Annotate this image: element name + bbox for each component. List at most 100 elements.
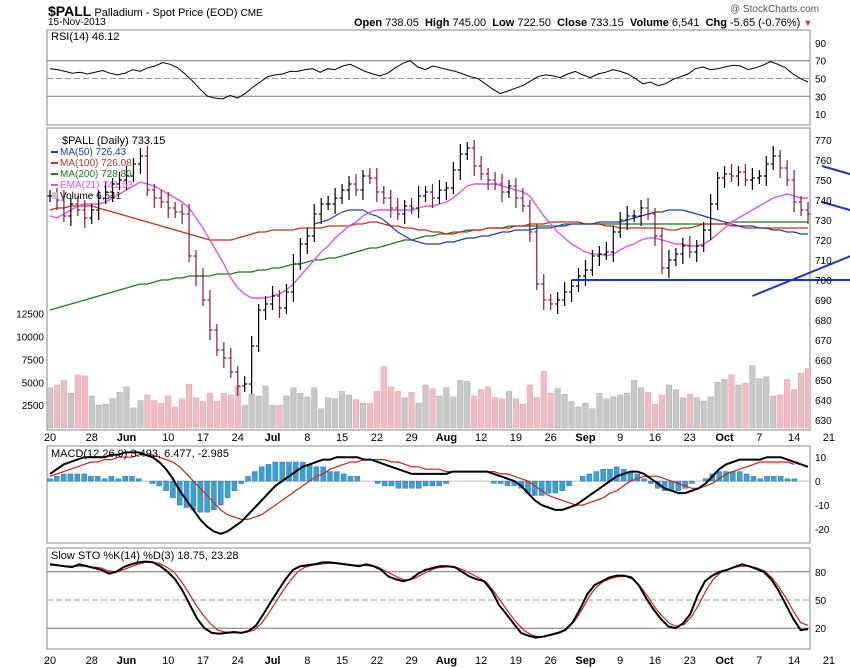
x-tick-label: Aug bbox=[436, 655, 457, 667]
volume-bar bbox=[186, 383, 193, 429]
macd-histogram-bar bbox=[354, 476, 361, 482]
x-tick-label: Jul bbox=[265, 655, 281, 667]
volume-bar bbox=[658, 394, 665, 429]
volume-bar bbox=[276, 404, 283, 429]
macd-histogram-bar bbox=[675, 480, 681, 491]
volume-bar bbox=[366, 403, 373, 429]
security-name: Palladium - Spot Price (EOD) bbox=[94, 7, 238, 19]
macd-histogram-bar bbox=[183, 480, 190, 508]
macd-histogram-bar bbox=[429, 480, 436, 487]
volume-bar bbox=[589, 408, 596, 429]
macd-histogram-bar bbox=[60, 473, 67, 482]
volume-bar bbox=[248, 393, 255, 429]
watermark: @ StockCharts.com bbox=[730, 4, 820, 15]
macd-histogram-bar bbox=[641, 478, 647, 482]
ma200-line bbox=[49, 221, 808, 311]
volume-bar bbox=[770, 395, 777, 429]
x-tick-label: Jun bbox=[117, 655, 137, 667]
price-x-axis: 20 28 Jun 10 17 24 Jul 8 15 22 29 Aug 12 19 26 Sep 9 16 23… bbox=[44, 432, 835, 444]
macd-histogram-bar bbox=[347, 476, 354, 482]
volume-bar bbox=[693, 397, 700, 429]
macd-histogram-bar bbox=[170, 480, 176, 499]
x-tick-label: Sep bbox=[575, 655, 595, 667]
x-tick-label: 24 bbox=[232, 432, 244, 444]
price-tick-label: 770 bbox=[815, 136, 832, 147]
macd-histogram-bar bbox=[648, 480, 654, 484]
volume-tick-label: 2500 bbox=[22, 401, 45, 412]
rsi-title: RSI(14) 46.12 bbox=[51, 31, 119, 43]
x-tick-label: 19 bbox=[510, 655, 522, 667]
volume-bar bbox=[269, 404, 276, 429]
volume-label: Volume bbox=[629, 17, 669, 29]
volume-bar bbox=[756, 378, 763, 429]
macd-histogram-bar bbox=[402, 480, 408, 489]
symbol: $PALL bbox=[48, 3, 92, 19]
x-tick-label: Oct bbox=[715, 655, 734, 667]
macd-histogram-bar bbox=[388, 480, 395, 487]
x-tick-label: 8 bbox=[304, 432, 310, 444]
volume-bar bbox=[387, 386, 394, 429]
volume-bar bbox=[610, 396, 617, 429]
macd-histogram-bar bbox=[47, 478, 53, 482]
volume-bar bbox=[519, 403, 526, 429]
macd-histogram-bar bbox=[436, 480, 442, 487]
macd-histogram-bar bbox=[443, 480, 449, 484]
volume-bar bbox=[401, 397, 408, 429]
macd-histogram-bar bbox=[504, 480, 511, 487]
volume-bar bbox=[721, 379, 728, 429]
volume-tick-label: 10000 bbox=[16, 333, 44, 344]
macd-histogram-bar bbox=[736, 471, 743, 482]
x-tick-label: 7 bbox=[756, 655, 762, 667]
price-tick-label: 630 bbox=[815, 416, 832, 427]
x-tick-label: 7 bbox=[756, 432, 762, 444]
rsi-tick-label: 70 bbox=[815, 57, 827, 68]
chg-value: -5.65 (-0.76%) bbox=[730, 17, 801, 29]
volume-bar bbox=[645, 392, 652, 429]
close-value: 733.15 bbox=[590, 17, 624, 29]
macd-tick-label: -20 bbox=[815, 525, 830, 536]
macd-histogram-bar bbox=[614, 466, 620, 482]
macd-histogram-bar bbox=[491, 480, 497, 484]
price-tick-label: 680 bbox=[815, 316, 832, 327]
macd-histogram-bar bbox=[190, 480, 197, 511]
volume-bar bbox=[471, 395, 478, 429]
x-tick-label: Jul bbox=[265, 432, 281, 444]
x-tick-label: Jun bbox=[117, 432, 137, 444]
macd-histogram-bar bbox=[327, 471, 333, 482]
high-label: High bbox=[424, 17, 450, 29]
price-tick-label: 730 bbox=[815, 216, 832, 227]
volume-bar bbox=[213, 401, 220, 429]
sto-tick-label: 20 bbox=[815, 624, 827, 635]
volume-bar bbox=[380, 366, 387, 429]
x-tick-label: 24 bbox=[232, 655, 244, 667]
macd-histogram-bar bbox=[313, 466, 320, 482]
macd-histogram-bar bbox=[586, 473, 593, 482]
price-tick-label: 660 bbox=[815, 356, 832, 367]
volume-bar bbox=[554, 388, 561, 429]
volume-bar bbox=[74, 374, 81, 429]
macd-histogram-bar bbox=[95, 476, 101, 482]
chart-date: 15-Nov-2013 bbox=[48, 17, 106, 28]
macd-tick-label: 10 bbox=[815, 453, 827, 464]
macd-signal-line bbox=[49, 454, 795, 521]
price-tick-label: 670 bbox=[815, 336, 832, 347]
macd-histogram-bar bbox=[532, 480, 538, 496]
price-tick-label: 710 bbox=[815, 256, 832, 267]
macd-histogram-bar bbox=[771, 476, 777, 482]
x-tick-label: 8 bbox=[304, 655, 310, 667]
volume-bar bbox=[429, 388, 436, 429]
sto-title: Slow STO %K(14) %D(3) 18.75, 23.28 bbox=[51, 550, 239, 562]
x-tick-label: 12 bbox=[475, 655, 487, 667]
volume-bar bbox=[408, 392, 415, 429]
x-tick-label: 20 bbox=[44, 655, 56, 667]
volume-bar bbox=[672, 389, 679, 429]
macd-histogram-bar bbox=[777, 476, 784, 482]
macd-panel: 10 0 -10 -20 MACD(12,26,9) 3.493, 6.477, -2… bbox=[46, 445, 830, 544]
x-tick-label: 21 bbox=[823, 655, 835, 667]
volume-bar bbox=[165, 395, 172, 429]
volume-bar bbox=[791, 389, 798, 429]
macd-histogram-bar bbox=[340, 473, 347, 482]
volume-bar bbox=[624, 393, 631, 429]
x-tick-label: 28 bbox=[86, 432, 98, 444]
volume-bar bbox=[422, 384, 429, 429]
